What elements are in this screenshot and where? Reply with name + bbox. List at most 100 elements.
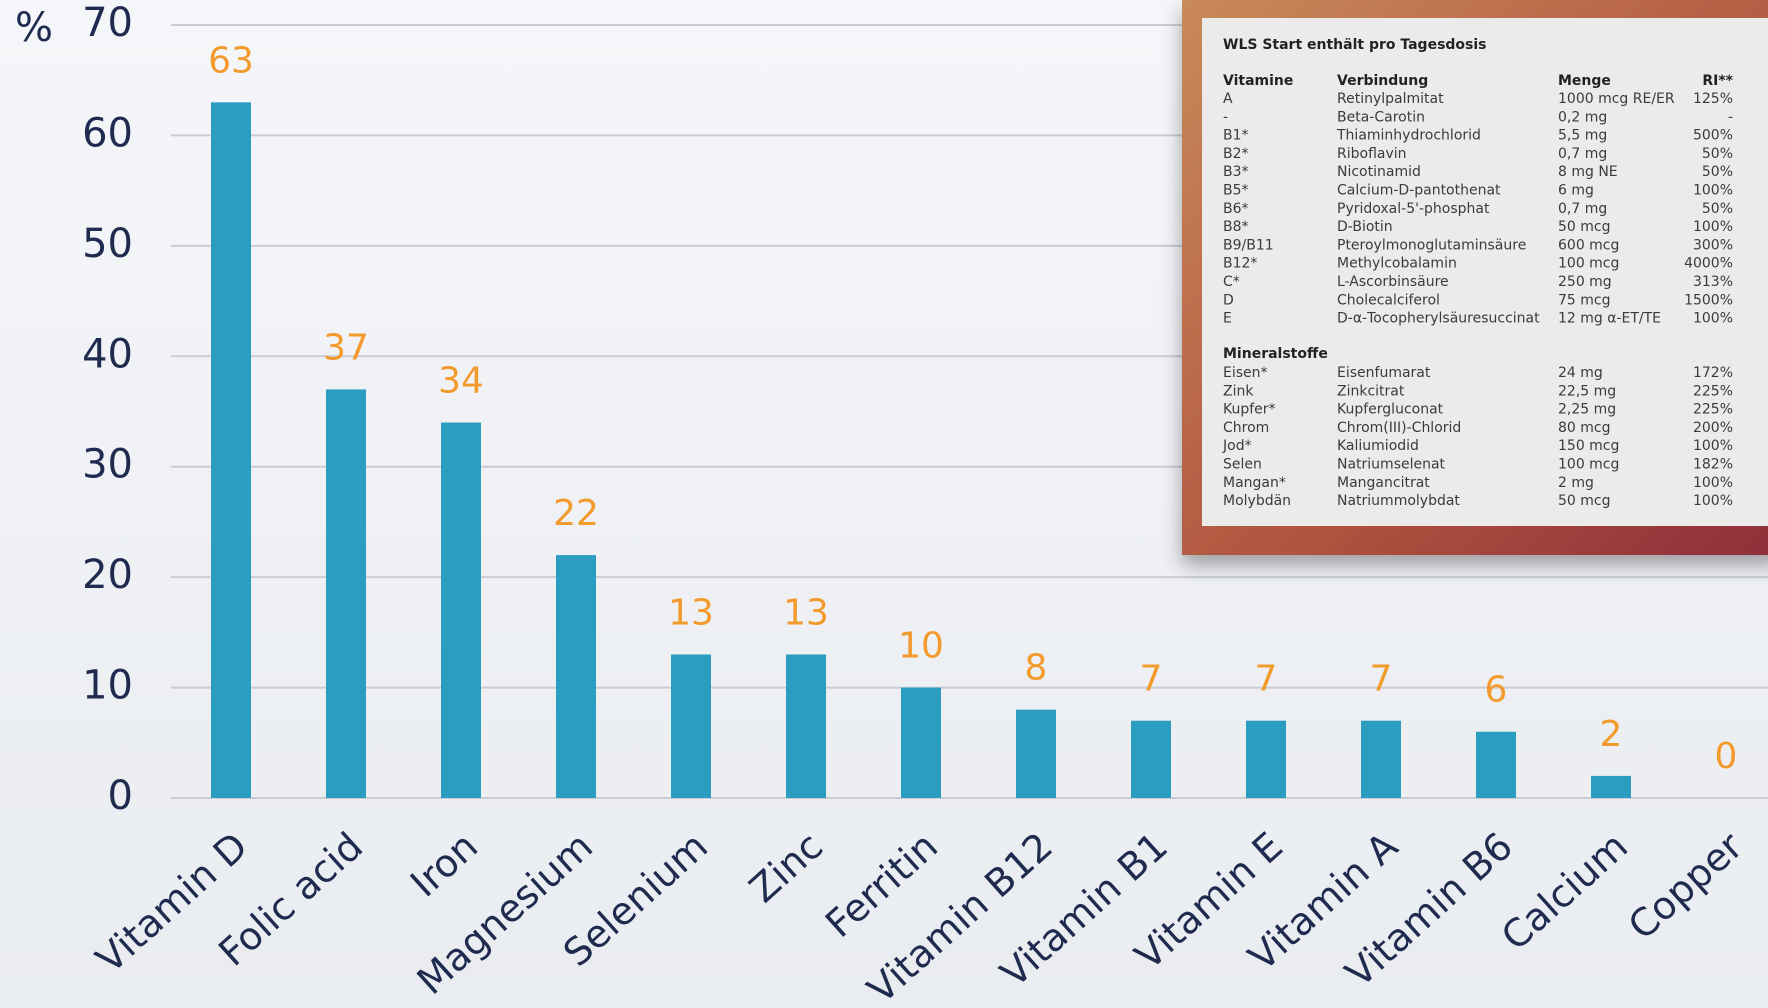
table-cell: Chrom bbox=[1223, 420, 1269, 436]
bar bbox=[211, 102, 251, 798]
bar bbox=[1361, 721, 1401, 798]
bar bbox=[1476, 732, 1516, 798]
table-cell: 150 mcg bbox=[1558, 438, 1619, 454]
table-header: RI** bbox=[1702, 73, 1733, 89]
table-cell: 100 mcg bbox=[1558, 256, 1619, 272]
table-cell: - bbox=[1223, 109, 1228, 125]
table-cell: Riboflavin bbox=[1337, 146, 1407, 162]
bar bbox=[326, 389, 366, 798]
table-cell: Natriummolybdat bbox=[1337, 493, 1460, 509]
chart: % 01020304050607063Vitamin D37Folic acid… bbox=[0, 0, 1768, 1008]
table-cell: 24 mg bbox=[1558, 365, 1603, 381]
table-cell: Kupfergluconat bbox=[1337, 402, 1444, 418]
value-label: 7 bbox=[1370, 659, 1393, 700]
table-cell: Zinkcitrat bbox=[1337, 383, 1405, 399]
value-label: 8 bbox=[1025, 648, 1048, 689]
table-cell: 100 mcg bbox=[1558, 457, 1619, 473]
value-label: 10 bbox=[898, 626, 944, 667]
table-cell: D-α-Tocopherylsäuresuccinat bbox=[1337, 311, 1540, 327]
table-cell: 50% bbox=[1702, 164, 1733, 180]
table-cell: 100% bbox=[1693, 219, 1733, 235]
table-cell: 50% bbox=[1702, 146, 1733, 162]
bar bbox=[441, 423, 481, 798]
value-label: 34 bbox=[438, 361, 484, 402]
table-cell: B8* bbox=[1223, 219, 1249, 235]
table-cell: Methylcobalamin bbox=[1337, 256, 1457, 272]
page: % 01020304050607063Vitamin D37Folic acid… bbox=[0, 0, 1768, 1008]
table-cell: Chrom(III)-Chlorid bbox=[1337, 420, 1461, 436]
table-cell: 50 mcg bbox=[1558, 493, 1611, 509]
table-cell: Kupfer* bbox=[1223, 402, 1276, 418]
table-cell: 22,5 mg bbox=[1558, 383, 1616, 399]
table-cell: Nicotinamid bbox=[1337, 164, 1421, 180]
table-header: Vitamine bbox=[1223, 73, 1293, 89]
table-cell: 600 mcg bbox=[1558, 237, 1619, 253]
inset-title: WLS Start enthält pro Tagesdosis bbox=[1223, 37, 1487, 53]
value-label: 7 bbox=[1255, 659, 1278, 700]
table-cell: 1500% bbox=[1684, 292, 1733, 308]
table-cell: B9/B11 bbox=[1223, 237, 1274, 253]
table-cell: 100% bbox=[1693, 475, 1733, 491]
inset-table: WLS Start enthält pro Tagesdosis Vitamine… bbox=[1182, 0, 1768, 555]
table-cell: Molybdän bbox=[1223, 493, 1291, 509]
value-label: 6 bbox=[1485, 670, 1508, 711]
table-cell: 100% bbox=[1693, 438, 1733, 454]
table-cell: D-Biotin bbox=[1337, 219, 1393, 235]
table-cell: - bbox=[1728, 109, 1733, 125]
table-cell: Eisenfumarat bbox=[1337, 365, 1431, 381]
table-cell: 0,7 mg bbox=[1558, 146, 1607, 162]
bar bbox=[671, 654, 711, 798]
table-cell: Jod* bbox=[1222, 438, 1252, 454]
table-cell: 172% bbox=[1693, 365, 1733, 381]
table-cell: B3* bbox=[1223, 164, 1249, 180]
table-cell: 6 mg bbox=[1558, 183, 1594, 199]
table-cell: 200% bbox=[1693, 420, 1733, 436]
table-cell: Mangan* bbox=[1223, 475, 1286, 491]
table-cell: B2* bbox=[1223, 146, 1249, 162]
table-cell: 250 mg bbox=[1558, 274, 1612, 290]
table-cell: E bbox=[1223, 311, 1232, 327]
table-cell: 50 mcg bbox=[1558, 219, 1611, 235]
table-cell: L-Ascorbinsäure bbox=[1337, 274, 1449, 290]
table-cell: B5* bbox=[1223, 183, 1249, 199]
table-cell: B12* bbox=[1223, 256, 1257, 272]
table-cell: Beta-Carotin bbox=[1337, 109, 1425, 125]
y-tick-label: 0 bbox=[108, 773, 133, 819]
table-cell: 225% bbox=[1693, 402, 1733, 418]
value-label: 7 bbox=[1140, 659, 1163, 700]
table-cell: 50% bbox=[1702, 201, 1733, 217]
table-cell: 2 mg bbox=[1558, 475, 1594, 491]
bar bbox=[1246, 721, 1286, 798]
table-cell: 300% bbox=[1693, 237, 1733, 253]
table-cell: Eisen* bbox=[1223, 365, 1268, 381]
table-cell: 0,7 mg bbox=[1558, 201, 1607, 217]
table-cell: B6* bbox=[1223, 201, 1249, 217]
y-tick-label: 50 bbox=[82, 221, 133, 267]
table-cell: 80 mcg bbox=[1558, 420, 1611, 436]
table-cell: 75 mcg bbox=[1558, 292, 1611, 308]
table-cell: 4000% bbox=[1684, 256, 1733, 272]
table-cell: 100% bbox=[1693, 493, 1733, 509]
y-tick-label: 60 bbox=[82, 110, 133, 156]
table-cell: 1000 mcg RE/ER bbox=[1558, 91, 1675, 107]
table-cell: 2,25 mg bbox=[1558, 402, 1616, 418]
table-cell: Retinylpalmitat bbox=[1337, 91, 1444, 107]
inset-card bbox=[1202, 18, 1768, 526]
table-cell: Calcium-D-pantothenat bbox=[1337, 183, 1501, 199]
table-cell: Pyridoxal-5'-phosphat bbox=[1337, 201, 1490, 217]
table-cell: 100% bbox=[1693, 183, 1733, 199]
table-cell: 500% bbox=[1693, 128, 1733, 144]
value-label: 13 bbox=[668, 592, 714, 633]
table-cell: C* bbox=[1223, 274, 1240, 290]
y-tick-label: 30 bbox=[82, 442, 133, 488]
table-cell: Cholecalciferol bbox=[1337, 292, 1440, 308]
value-label: 0 bbox=[1715, 736, 1738, 777]
table-cell: 12 mg α-ET/TE bbox=[1558, 311, 1661, 327]
table-cell: 8 mg NE bbox=[1558, 164, 1618, 180]
table-cell: B1* bbox=[1223, 128, 1249, 144]
table-cell: 0,2 mg bbox=[1558, 109, 1607, 125]
table-cell: Selen bbox=[1223, 457, 1262, 473]
value-label: 13 bbox=[783, 592, 829, 633]
y-axis-label: % bbox=[15, 5, 53, 51]
value-label: 63 bbox=[208, 40, 254, 81]
